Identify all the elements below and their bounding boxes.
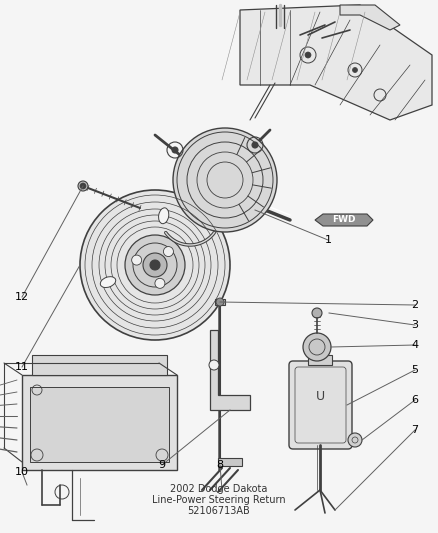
- Polygon shape: [340, 5, 400, 30]
- Bar: [218, 458, 242, 466]
- Ellipse shape: [159, 208, 169, 224]
- Circle shape: [143, 253, 167, 277]
- Circle shape: [312, 308, 322, 318]
- Circle shape: [216, 298, 224, 306]
- Text: 7: 7: [411, 425, 419, 435]
- Polygon shape: [315, 214, 373, 226]
- Text: 52106713AB: 52106713AB: [187, 506, 251, 516]
- Text: 1: 1: [325, 235, 332, 245]
- Text: 3: 3: [411, 320, 418, 330]
- Text: 2: 2: [411, 300, 419, 310]
- Text: 12: 12: [15, 292, 29, 302]
- Ellipse shape: [100, 277, 116, 287]
- Text: 10: 10: [15, 467, 29, 477]
- Circle shape: [172, 147, 178, 153]
- Text: 2002 Dodge Dakota: 2002 Dodge Dakota: [170, 484, 268, 494]
- Bar: [22, 375, 177, 470]
- Text: 5: 5: [411, 365, 418, 375]
- Circle shape: [80, 183, 86, 189]
- Text: 4: 4: [411, 340, 419, 350]
- Circle shape: [78, 181, 88, 191]
- Text: U: U: [315, 391, 325, 403]
- FancyBboxPatch shape: [289, 361, 352, 449]
- Text: FWD: FWD: [332, 215, 356, 224]
- Polygon shape: [240, 5, 432, 120]
- Circle shape: [209, 360, 219, 370]
- Circle shape: [163, 247, 173, 256]
- Circle shape: [173, 128, 277, 232]
- Circle shape: [132, 255, 141, 265]
- Circle shape: [150, 260, 160, 270]
- Bar: [308, 355, 332, 365]
- Text: 11: 11: [15, 362, 29, 372]
- Circle shape: [155, 278, 165, 288]
- Circle shape: [80, 190, 230, 340]
- Text: Line-Power Steering Return: Line-Power Steering Return: [152, 495, 286, 505]
- Bar: [32, 355, 167, 375]
- Circle shape: [252, 142, 258, 148]
- Circle shape: [125, 235, 185, 295]
- Circle shape: [353, 68, 357, 72]
- Circle shape: [303, 333, 331, 361]
- Polygon shape: [210, 330, 250, 410]
- Bar: [215, 299, 225, 305]
- Text: 8: 8: [216, 460, 223, 470]
- Circle shape: [305, 52, 311, 58]
- Text: 9: 9: [159, 460, 166, 470]
- Text: 6: 6: [411, 395, 418, 405]
- Bar: [30, 387, 169, 462]
- Circle shape: [348, 433, 362, 447]
